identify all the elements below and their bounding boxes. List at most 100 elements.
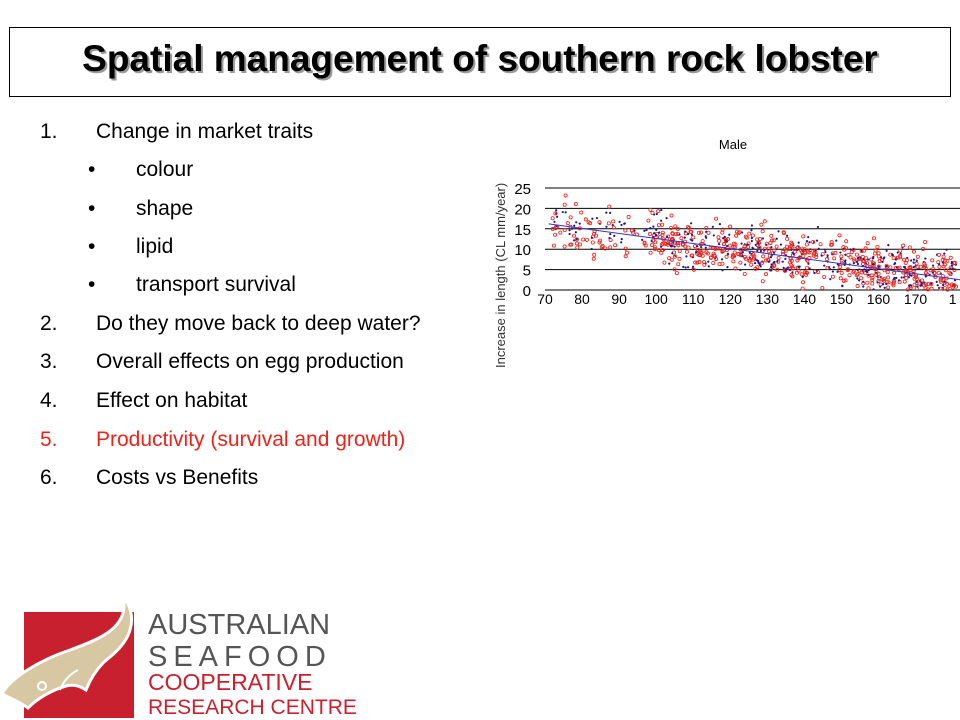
data-point: [788, 268, 791, 271]
data-point: [851, 247, 856, 252]
data-point: [690, 253, 695, 258]
data-point: [746, 245, 751, 250]
data-point: [948, 265, 953, 270]
data-point: [888, 265, 893, 270]
data-point: [717, 238, 722, 243]
data-point: [892, 270, 897, 275]
data-point: [652, 245, 657, 250]
data-point: [922, 263, 927, 268]
data-point: [835, 239, 838, 242]
data-point: [743, 256, 748, 261]
data-point: [726, 252, 730, 256]
data-point: [669, 257, 674, 262]
data-point: [731, 254, 736, 259]
data-point: [756, 241, 761, 246]
data-point: [801, 275, 804, 279]
data-point: [769, 233, 774, 238]
data-point: [816, 270, 821, 275]
data-point: [764, 272, 769, 277]
data-point: [908, 274, 911, 277]
data-point: [561, 210, 564, 214]
data-point: [618, 220, 621, 224]
data-point: [792, 246, 797, 251]
data-point: [915, 259, 918, 262]
data-point: [747, 231, 752, 236]
data-point: [920, 284, 923, 287]
data-point: [938, 286, 943, 291]
data-point: [731, 259, 736, 264]
data-point: [660, 241, 665, 246]
data-point: [620, 238, 623, 241]
data-point: [568, 229, 571, 232]
data-point: [605, 225, 608, 228]
data-point: [898, 279, 901, 282]
data-point: [689, 238, 692, 241]
data-point: [912, 258, 916, 261]
data-point: [711, 260, 716, 265]
data-point: [912, 276, 917, 281]
data-point: [748, 251, 751, 254]
data-point: [607, 204, 612, 209]
data-point: [870, 277, 875, 282]
data-point: [592, 231, 597, 236]
data-point: [579, 210, 584, 215]
x-tick-label: 110: [682, 291, 705, 307]
data-point: [686, 266, 690, 269]
y-tick-label: 25: [514, 181, 531, 198]
x-tick-label: 1: [949, 291, 957, 307]
data-point: [653, 232, 656, 235]
data-point: [754, 261, 757, 265]
trend-line: [548, 223, 960, 281]
data-point: [656, 223, 661, 228]
data-point: [718, 223, 722, 226]
data-point: [603, 246, 608, 251]
data-point: [646, 218, 651, 223]
data-point: [723, 235, 726, 239]
data-point: [945, 248, 948, 251]
data-point: [950, 285, 955, 290]
seafood-crc-logo: AUSTRALIAN SEAFOOD COOPERATIVE RESEARCH …: [0, 594, 357, 719]
data-point: [829, 268, 832, 271]
data-point: [575, 221, 578, 224]
data-point: [654, 233, 658, 236]
data-point: [823, 248, 827, 251]
data-point: [613, 234, 616, 237]
data-point: [851, 270, 856, 275]
data-point: [704, 246, 707, 249]
data-point: [763, 258, 768, 263]
data-point: [838, 276, 843, 281]
data-point: [691, 235, 696, 240]
data-point: [714, 216, 719, 221]
data-point: [770, 246, 773, 249]
data-point: [813, 248, 818, 253]
data-point: [898, 253, 903, 258]
data-point: [590, 236, 593, 239]
data-point: [744, 263, 747, 266]
data-point: [849, 248, 852, 251]
data-point: [620, 223, 623, 227]
data-point: [641, 238, 644, 242]
data-point: [721, 248, 726, 253]
data-point: [643, 229, 646, 232]
data-point: [693, 244, 698, 249]
data-point: [936, 252, 941, 257]
data-point: [891, 253, 894, 256]
data-point: [865, 241, 870, 246]
data-point: [679, 236, 684, 241]
data-point: [563, 193, 568, 198]
sub-item-text: lipid: [136, 235, 174, 258]
data-point: [886, 275, 891, 280]
data-point: [744, 235, 749, 240]
data-point: [843, 260, 847, 263]
data-point: [895, 276, 898, 280]
data-point: [873, 251, 878, 256]
data-point: [900, 276, 903, 279]
data-point: [846, 252, 851, 257]
data-point: [568, 215, 573, 220]
data-point: [780, 249, 785, 254]
data-point: [945, 258, 950, 263]
data-point: [818, 242, 823, 247]
data-point: [741, 255, 744, 258]
data-point: [808, 241, 811, 244]
data-point: [930, 282, 933, 285]
